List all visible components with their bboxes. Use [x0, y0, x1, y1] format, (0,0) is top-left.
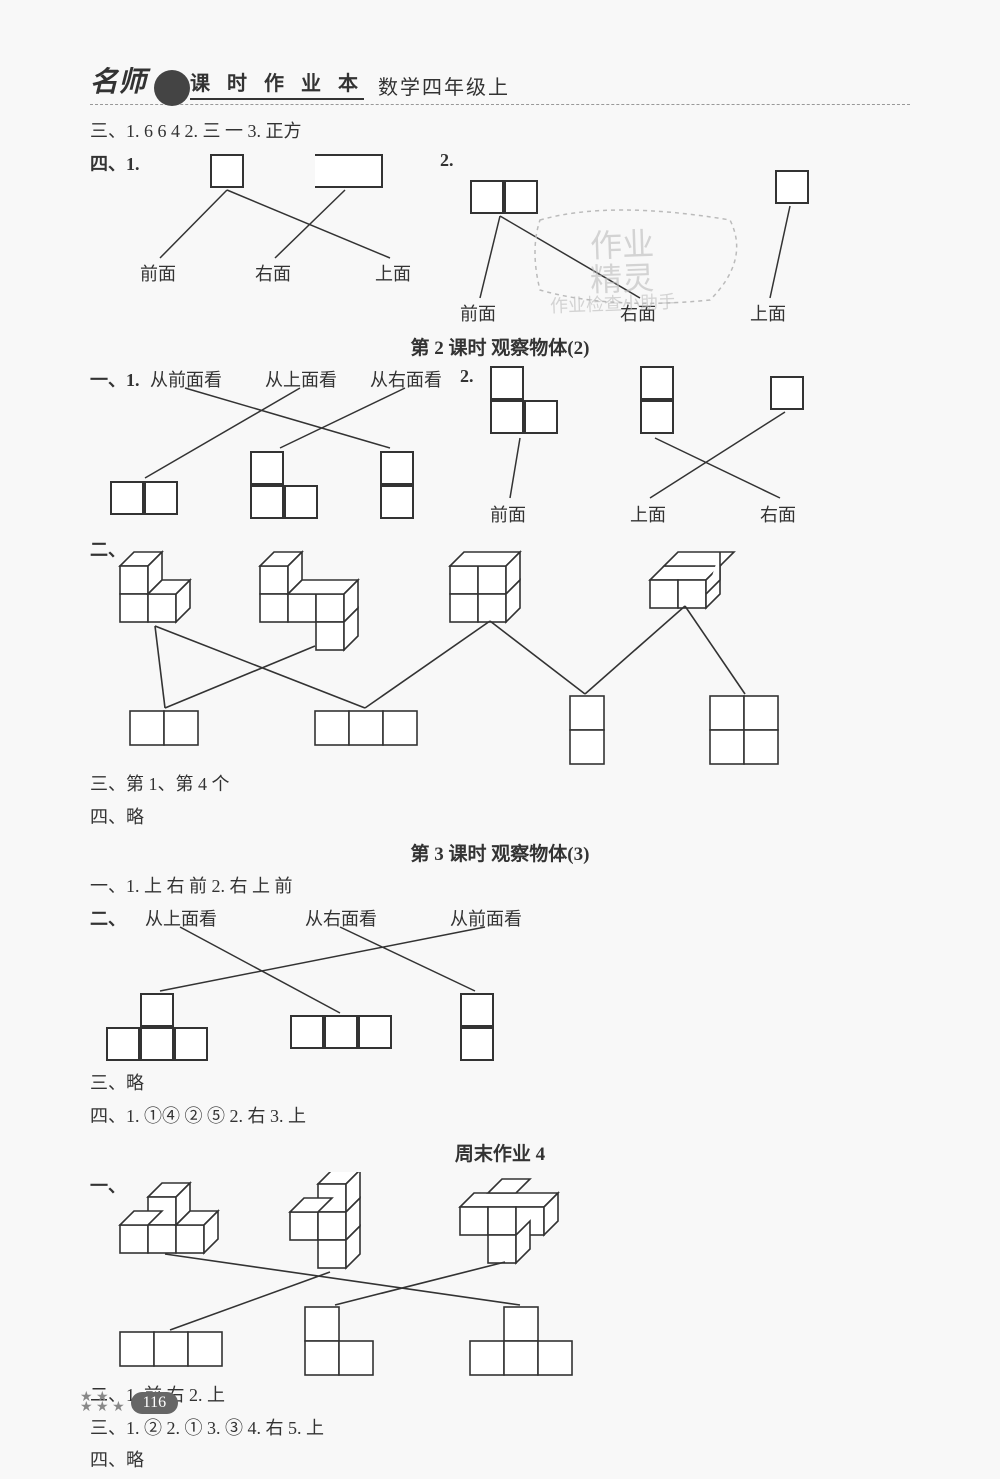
lesson3-title: 第 3 课时 观察物体(3) — [90, 839, 910, 866]
w4-si: 四、略 — [90, 1446, 910, 1475]
sq — [640, 366, 674, 400]
lbl-top: 上面 — [375, 260, 411, 286]
cubes-and-lines — [90, 1172, 910, 1377]
sq — [524, 400, 558, 434]
sq — [140, 993, 174, 1027]
l2-front: 前面 — [490, 501, 526, 527]
sq — [290, 1015, 324, 1049]
l2-er: 二、 — [90, 536, 126, 562]
diagram-b1: 四、1. 前面 右面 上面 2. 前面 右面 上面 作业 — [90, 150, 910, 325]
sq — [284, 485, 318, 519]
l3-si: 四、1. ①④ ② ⑤ 2. 右 3. 上 — [90, 1102, 910, 1131]
l2-ft: 从上面看 — [265, 366, 337, 392]
w4-yi: 一、 — [90, 1172, 126, 1198]
sq — [770, 376, 804, 410]
l3-fr: 从右面看 — [305, 905, 377, 931]
lbl-right: 右面 — [255, 260, 291, 286]
lesson2-title: 第 2 课时 观察物体(2) — [90, 333, 910, 360]
l2-yi: 一、1. — [90, 366, 140, 392]
l2-fr: 从右面看 — [370, 366, 442, 392]
w4-er: 二、1. 前 右 2. 上 — [90, 1381, 910, 1410]
sq — [490, 400, 524, 434]
sq — [106, 1027, 140, 1061]
sq — [490, 366, 524, 400]
l2-2: 2. — [460, 366, 474, 387]
b1-si-label: 四、1. — [90, 150, 140, 176]
sq — [460, 1027, 494, 1061]
sq — [210, 154, 244, 188]
diagram-w4: 一、 — [90, 1172, 910, 1377]
l3-ff: 从前面看 — [450, 905, 522, 931]
lbl-top2: 上面 — [750, 300, 786, 326]
l2-ff: 从前面看 — [150, 366, 222, 392]
l3-san: 三、略 — [90, 1069, 910, 1098]
lbl-front: 前面 — [140, 260, 176, 286]
sq — [174, 1027, 208, 1061]
lbl-front2: 前面 — [460, 300, 496, 326]
l2-san: 三、第 1、第 4 个 — [90, 770, 910, 799]
lbl-right2: 右面 — [620, 300, 656, 326]
sq — [470, 180, 504, 214]
sq — [250, 485, 284, 519]
sq — [775, 170, 809, 204]
sq — [144, 481, 178, 515]
sq — [380, 485, 414, 519]
l3-ft: 从上面看 — [145, 905, 217, 931]
sq — [640, 400, 674, 434]
l2-right: 右面 — [760, 501, 796, 527]
page-header: 名师 课 时 作 业 本 数学四年级上 — [90, 60, 910, 105]
diagram-l3: 二、 从上面看 从右面看 从前面看 — [90, 905, 910, 1065]
diagram-l2-1: 一、1. 从前面看 从上面看 从右面看 2. 前面 上面 右面 — [90, 366, 910, 526]
sq — [315, 154, 383, 188]
sq — [504, 180, 538, 214]
logo-text: 名师 — [90, 60, 146, 100]
l3-er: 二、 — [90, 905, 126, 931]
b1-2: 2. — [440, 150, 454, 171]
sq — [358, 1015, 392, 1049]
b1-san: 三、1. 6 6 4 2. 三 一 3. 正方 — [90, 117, 910, 146]
stars-icon: ★ ★★ ★ ★ — [80, 1393, 125, 1413]
watermark3: 作业检查小助手 — [550, 288, 677, 318]
l2-top: 上面 — [630, 501, 666, 527]
diagram-l2-2: 二、 — [90, 526, 910, 766]
sq — [460, 993, 494, 1027]
sq — [110, 481, 144, 515]
w4-san: 三、1. ② 2. ① 3. ③ 4. 右 5. 上 — [90, 1414, 910, 1443]
logo-badge-icon — [154, 70, 190, 106]
sq — [140, 1027, 174, 1061]
cubes-and-lines — [90, 526, 910, 766]
title-main: 课 时 作 业 本 — [190, 67, 364, 100]
page-footer: ★ ★★ ★ ★ 116 — [80, 1392, 178, 1414]
page-number: 116 — [131, 1392, 178, 1414]
l2-si: 四、略 — [90, 803, 910, 832]
title-sub: 数学四年级上 — [378, 71, 510, 100]
w4-title: 周末作业 4 — [90, 1139, 910, 1166]
watermark2: 精灵 — [589, 253, 655, 301]
l3-yi: 一、1. 上 右 前 2. 右 上 前 — [90, 872, 910, 901]
sq — [380, 451, 414, 485]
sq — [250, 451, 284, 485]
watermark1: 作业 — [589, 219, 655, 267]
sq — [324, 1015, 358, 1049]
